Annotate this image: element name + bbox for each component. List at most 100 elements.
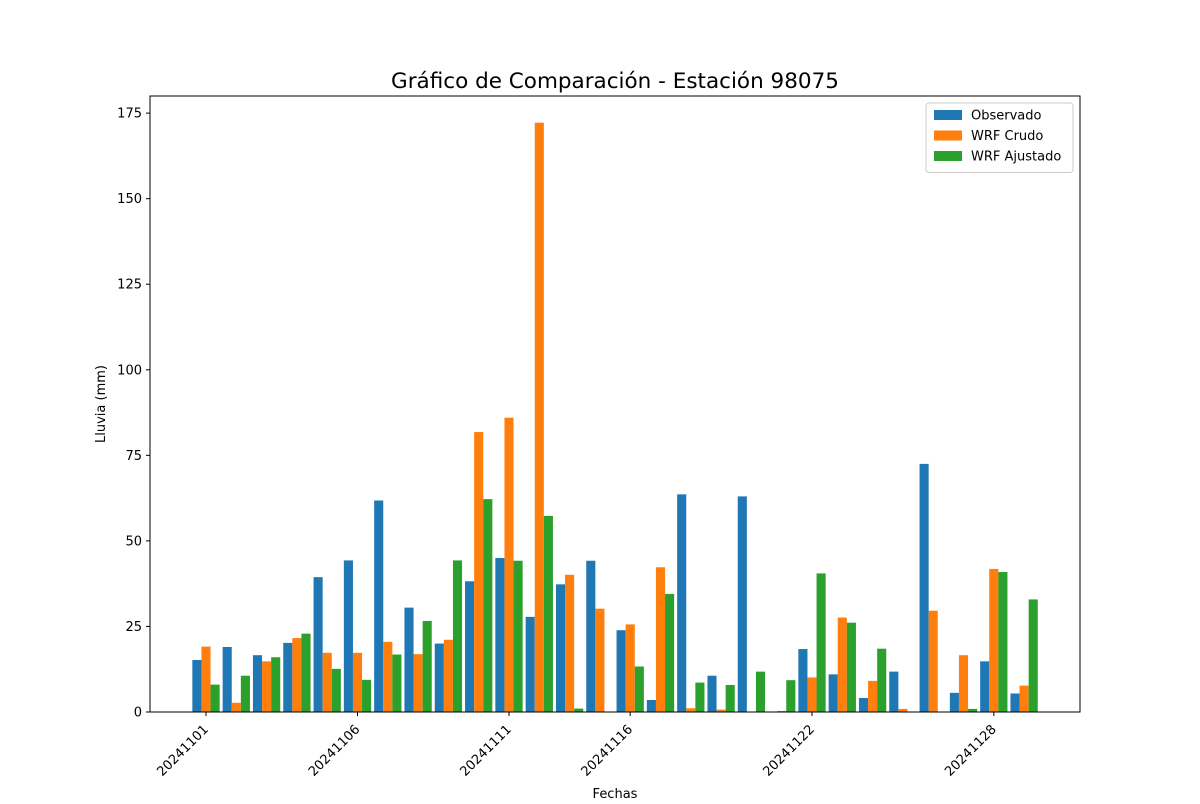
bar-observado-20241114 — [586, 560, 596, 712]
bar-wrf-crudo-20241111 — [504, 417, 514, 712]
bar-wrf-crudo-20241118 — [686, 708, 696, 712]
bar-wrf-ajustado-20241121 — [786, 680, 796, 712]
legend-swatch — [934, 130, 962, 141]
bar-observado-20241105 — [313, 577, 323, 712]
bar-wrf-crudo-20241113 — [565, 574, 575, 712]
bar-observado-20241102 — [222, 646, 232, 712]
bar-observado-20241106 — [343, 560, 353, 712]
bar-wrf-crudo-20241108 — [413, 654, 423, 712]
x-tick-label: 20241111 — [457, 722, 514, 779]
legend-swatch — [934, 110, 962, 120]
bar-wrf-ajustado-20241106 — [362, 679, 372, 712]
bar-wrf-ajustado-20241112 — [543, 515, 553, 712]
bar-wrf-crudo-20241128 — [989, 568, 999, 712]
bar-wrf-ajustado-20241107 — [392, 654, 402, 712]
bar-wrf-ajustado-20241102 — [240, 675, 250, 712]
y-tick-label: 75 — [125, 449, 142, 464]
y-tick-label: 0 — [134, 706, 142, 721]
bar-observado-20241109 — [434, 643, 444, 712]
bar-observado-20241104 — [283, 642, 293, 712]
bar-wrf-ajustado-20241103 — [271, 657, 281, 712]
bar-observado-20241110 — [465, 581, 475, 712]
y-tick-label: 150 — [117, 192, 142, 207]
bar-observado-20241123 — [828, 674, 838, 712]
bar-observado-20241125 — [889, 671, 899, 712]
bar-observado-20241108 — [404, 607, 414, 712]
legend-label: WRF Ajustado — [971, 150, 1061, 165]
bar-wrf-crudo-20241106 — [352, 652, 363, 712]
y-axis-label: Lluvia (mm) — [94, 365, 109, 443]
legend: Observado WRF Crudo WRF Ajustado — [925, 102, 1074, 173]
bar-wrf-ajustado-20241122 — [816, 573, 826, 712]
bar-observado-20241116 — [616, 630, 626, 712]
bars-layer — [192, 122, 1038, 712]
legend-swatch — [934, 151, 962, 161]
bar-observado-20241117 — [646, 700, 656, 712]
bar-wrf-ajustado-20241110 — [483, 499, 493, 712]
bar-observado-20241124 — [858, 697, 869, 712]
bar-observado-20241119 — [707, 675, 717, 712]
legend-box — [925, 102, 1074, 173]
bar-wrf-ajustado-20241128 — [998, 572, 1008, 712]
bar-wrf-ajustado-20241109 — [452, 560, 463, 712]
bar-wrf-ajustado-20241105 — [331, 668, 341, 712]
bar-wrf-ajustado-20241118 — [695, 682, 705, 712]
bar-wrf-crudo-20241114 — [595, 608, 605, 712]
bar-wrf-ajustado-20241113 — [574, 708, 584, 712]
bar-wrf-crudo-20241105 — [322, 652, 332, 712]
bar-wrf-ajustado-20241127 — [968, 708, 978, 712]
bar-observado-20241120 — [737, 496, 747, 712]
y-tick-label: 175 — [117, 107, 142, 122]
y-tick-label: 125 — [117, 278, 142, 293]
bar-wrf-crudo-20241101 — [201, 646, 211, 712]
bar-observado-20241128 — [980, 661, 990, 712]
bar-observado-20241126 — [919, 463, 929, 712]
bar-wrf-ajustado-20241101 — [210, 684, 220, 712]
bar-wrf-ajustado-20241120 — [755, 671, 766, 712]
x-axis-label: Fechas — [593, 787, 638, 800]
bar-observado-20241111 — [495, 558, 505, 712]
bar-observado-20241127 — [949, 692, 959, 712]
bar-wrf-ajustado-20241119 — [725, 684, 735, 712]
bar-wrf-ajustado-20241116 — [634, 666, 644, 712]
bar-wrf-crudo-20241121 — [777, 710, 787, 712]
bar-wrf-crudo-20241103 — [262, 661, 272, 712]
x-tick-label: 20241128 — [942, 722, 999, 779]
y-tick-label: 50 — [125, 534, 142, 549]
bar-wrf-crudo-20241110 — [474, 432, 484, 712]
bar-wrf-crudo-20241129 — [1019, 685, 1029, 712]
bar-wrf-crudo-20241126 — [928, 610, 938, 712]
bar-wrf-ajustado-20241123 — [846, 622, 856, 712]
x-tick-label: 20241122 — [760, 722, 817, 779]
legend-label: Observado — [971, 109, 1042, 124]
bar-observado-20241129 — [1010, 693, 1020, 712]
bar-wrf-ajustado-20241108 — [422, 620, 432, 712]
bar-wrf-crudo-20241116 — [625, 624, 635, 712]
bar-observado-20241112 — [525, 616, 535, 712]
bar-wrf-crudo-20241123 — [837, 617, 847, 712]
y-tick-label: 100 — [117, 363, 142, 378]
bar-observado-20241103 — [252, 655, 263, 712]
bar-wrf-crudo-20241125 — [898, 708, 908, 712]
bar-observado-20241101 — [192, 659, 202, 712]
bar-wrf-crudo-20241127 — [958, 655, 969, 712]
legend-label: WRF Crudo — [971, 129, 1043, 144]
bar-wrf-crudo-20241122 — [807, 677, 817, 712]
bar-wrf-crudo-20241109 — [443, 639, 453, 712]
bar-wrf-ajustado-20241104 — [301, 633, 311, 712]
bar-observado-20241107 — [374, 500, 384, 712]
bar-wrf-crudo-20241112 — [534, 122, 544, 712]
bar-wrf-crudo-20241117 — [655, 567, 666, 712]
bar-wrf-ajustado-20241124 — [877, 648, 887, 712]
bar-wrf-crudo-20241104 — [292, 638, 302, 712]
bar-wrf-ajustado-20241129 — [1028, 599, 1038, 712]
x-tick-label: 20241101 — [154, 722, 211, 779]
bar-observado-20241118 — [677, 494, 687, 712]
bar-wrf-crudo-20241119 — [716, 709, 726, 712]
bar-wrf-crudo-20241107 — [383, 641, 393, 712]
bar-wrf-ajustado-20241111 — [513, 560, 523, 712]
bar-wrf-crudo-20241124 — [868, 680, 878, 712]
bar-wrf-ajustado-20241117 — [665, 593, 675, 712]
